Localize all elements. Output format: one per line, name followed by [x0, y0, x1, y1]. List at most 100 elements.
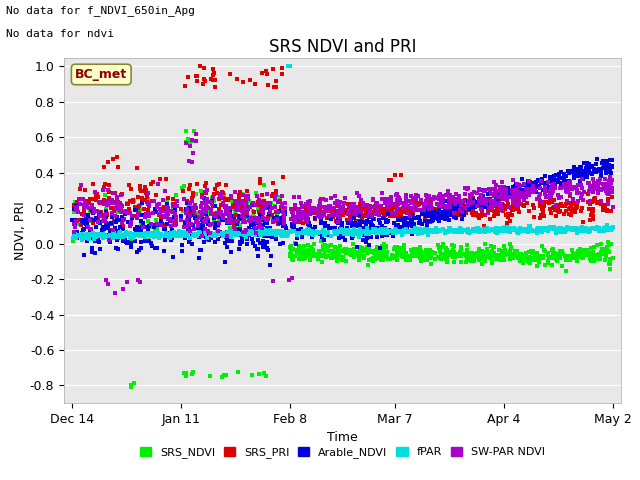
Point	[498, 192, 508, 200]
Point	[440, 205, 451, 213]
Point	[447, 192, 458, 200]
Point	[552, 251, 562, 259]
Point	[241, 230, 251, 238]
Point	[550, 205, 560, 213]
Point	[419, 200, 429, 208]
Point	[379, 248, 389, 255]
Point	[331, 248, 341, 256]
Point	[259, 369, 269, 377]
Point	[235, 213, 245, 220]
Point	[271, 229, 281, 237]
Point	[78, 231, 88, 239]
Point	[350, 229, 360, 237]
Point	[294, 205, 304, 213]
Point	[426, 252, 436, 259]
Point	[333, 203, 344, 210]
Point	[209, 213, 220, 220]
Point	[543, 179, 553, 186]
Point	[519, 195, 529, 203]
Point	[143, 210, 154, 218]
Point	[204, 235, 214, 242]
Point	[482, 252, 492, 260]
Point	[496, 200, 506, 207]
Y-axis label: NDVI, PRI: NDVI, PRI	[14, 201, 27, 260]
Point	[512, 247, 522, 255]
Point	[536, 177, 546, 185]
Point	[212, 181, 222, 189]
Point	[567, 225, 577, 232]
Point	[150, 231, 161, 239]
Point	[99, 186, 109, 194]
Point	[156, 217, 166, 225]
Point	[383, 228, 393, 236]
Point	[339, 246, 349, 254]
Point	[525, 226, 535, 234]
Point	[155, 205, 165, 213]
Point	[106, 234, 116, 241]
Point	[357, 245, 367, 252]
Point	[363, 261, 373, 269]
Point	[537, 242, 547, 250]
Point	[464, 204, 474, 212]
Point	[600, 225, 610, 232]
Point	[188, 230, 198, 238]
Point	[235, 198, 245, 205]
Point	[244, 215, 255, 222]
Point	[600, 256, 610, 264]
Point	[331, 217, 341, 225]
Point	[189, 205, 199, 213]
Point	[377, 209, 387, 217]
Point	[134, 185, 145, 193]
Point	[346, 207, 356, 215]
Point	[87, 206, 97, 214]
Point	[509, 204, 519, 211]
Point	[606, 227, 616, 234]
Point	[182, 231, 193, 239]
Point	[518, 228, 529, 235]
Point	[184, 212, 195, 220]
Point	[455, 248, 465, 256]
Point	[118, 207, 129, 215]
Point	[493, 246, 504, 253]
Point	[95, 219, 105, 227]
Point	[564, 177, 575, 184]
Point	[487, 251, 497, 259]
Point	[198, 238, 209, 246]
Point	[101, 213, 111, 220]
Point	[88, 195, 99, 203]
Point	[394, 228, 404, 236]
Point	[565, 192, 575, 200]
Point	[244, 216, 254, 224]
Point	[100, 212, 111, 220]
Point	[188, 137, 198, 145]
Point	[464, 204, 474, 211]
Point	[88, 219, 99, 227]
Point	[562, 197, 572, 204]
Point	[321, 196, 332, 204]
Point	[71, 217, 81, 225]
Point	[279, 229, 289, 237]
Point	[381, 218, 392, 226]
Point	[84, 230, 94, 238]
Point	[545, 193, 556, 201]
Point	[573, 252, 584, 259]
Point	[556, 201, 566, 208]
Point	[264, 201, 275, 208]
Point	[434, 211, 444, 219]
Point	[195, 202, 205, 210]
Point	[140, 232, 150, 240]
Point	[152, 244, 162, 252]
Point	[257, 206, 268, 214]
Point	[343, 211, 353, 218]
Point	[362, 218, 372, 226]
Point	[125, 210, 136, 217]
Point	[265, 200, 275, 208]
Point	[154, 229, 164, 237]
Point	[250, 225, 260, 232]
Point	[411, 249, 421, 257]
Point	[169, 213, 179, 221]
Point	[398, 208, 408, 216]
Point	[330, 253, 340, 261]
Point	[552, 178, 562, 186]
Point	[515, 193, 525, 201]
